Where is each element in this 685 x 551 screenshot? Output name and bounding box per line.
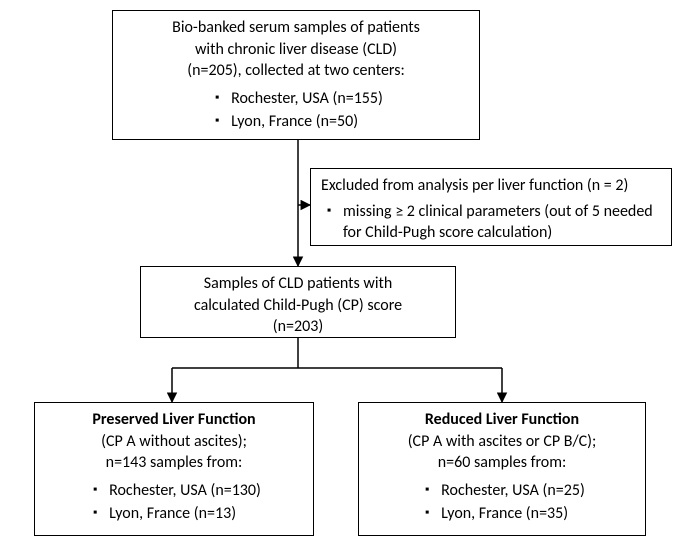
top-line1: Bio-banked serum samples of patients — [123, 17, 469, 39]
left-bullets: Rochester, USA (n=130) Lyon, France (n=1… — [87, 478, 261, 527]
top-bullets: Rochester, USA (n=155) Lyon, France (n=5… — [209, 86, 383, 135]
excluded-bullet-1: missing ≥ 2 clinical parameters (out of … — [321, 201, 661, 244]
mid-line3: (n=203) — [151, 316, 445, 338]
left-sub1: (CP A without ascites); — [45, 431, 303, 453]
top-bullet-1: Rochester, USA (n=155) — [209, 88, 383, 110]
mid-line1: Samples of CLD patients with — [151, 273, 445, 295]
excluded-bullets: missing ≥ 2 clinical parameters (out of … — [321, 201, 661, 244]
box-excluded: Excluded from analysis per liver functio… — [310, 168, 672, 246]
excluded-line1: Excluded from analysis per liver functio… — [321, 175, 661, 197]
top-line2: with chronic liver disease (CLD) — [123, 39, 469, 61]
mid-line2: calculated Child-Pugh (CP) score — [151, 295, 445, 317]
right-bullet-2: Lyon, France (n=35) — [419, 503, 585, 525]
right-bullet-1: Rochester, USA (n=25) — [419, 480, 585, 502]
right-bullets: Rochester, USA (n=25) Lyon, France (n=35… — [419, 478, 585, 527]
box-reduced-function: Reduced Liver Function (CP A with ascite… — [358, 402, 646, 536]
left-sub2: n=143 samples from: — [45, 452, 303, 474]
left-bullet-2: Lyon, France (n=13) — [87, 503, 261, 525]
right-sub2: n=60 samples from: — [369, 452, 635, 474]
left-bullet-1: Rochester, USA (n=130) — [87, 480, 261, 502]
box-preserved-function: Preserved Liver Function (CP A without a… — [34, 402, 314, 536]
top-line3: (n=205), collected at two centers: — [123, 60, 469, 82]
right-title: Reduced Liver Function — [369, 409, 635, 431]
left-title: Preserved Liver Function — [45, 409, 303, 431]
box-source-samples: Bio-banked serum samples of patients wit… — [112, 10, 480, 140]
box-cp-score: Samples of CLD patients with calculated … — [140, 266, 456, 338]
right-sub1: (CP A with ascites or CP B/C); — [369, 431, 635, 453]
top-bullet-2: Lyon, France (n=50) — [209, 111, 383, 133]
